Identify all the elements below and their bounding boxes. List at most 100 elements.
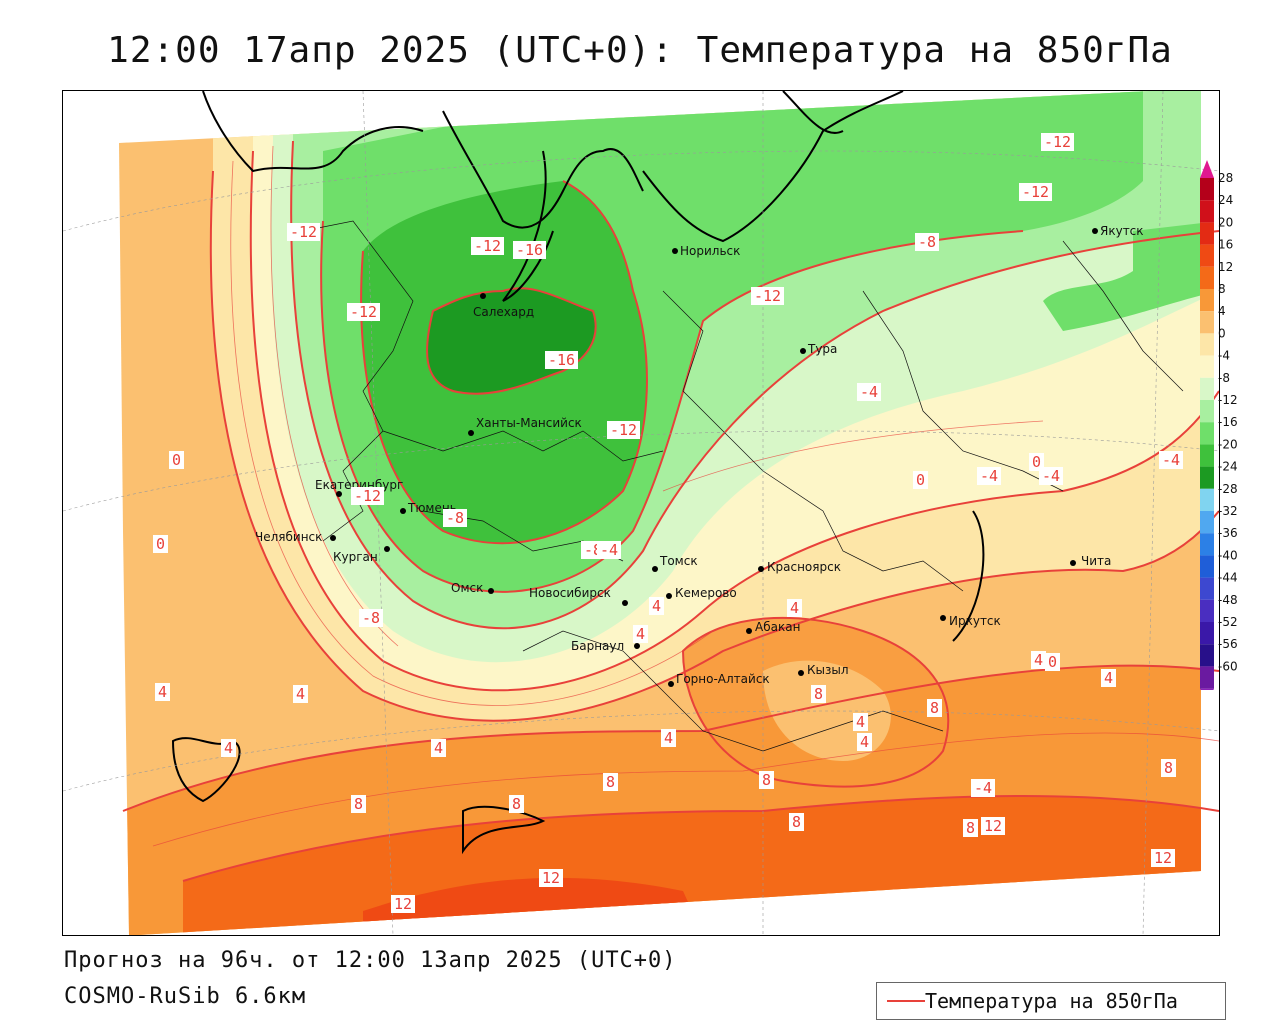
isotherm-minor <box>152 145 1219 847</box>
isotherm-value: -12 <box>287 223 320 241</box>
colorbar-swatch <box>1200 244 1214 267</box>
isotherm-label: 12 <box>984 817 1002 835</box>
coastlines <box>171 91 985 855</box>
isotherm-label: 4 <box>158 683 167 701</box>
graticule <box>63 91 1219 935</box>
isotherm-value: -16 <box>513 241 546 259</box>
isotherm-label: 4 <box>856 713 865 731</box>
map-title: 12:00 17апр 2025 (UTC+0): Температура на… <box>107 30 1173 71</box>
isotherm-value: 4 <box>633 625 648 643</box>
colorbar-tick-label: -48 <box>1218 593 1238 607</box>
city-markers: Норильск Якутск Салехард Тура Ханты-Манс… <box>255 224 1144 687</box>
isotherm-value: 0 <box>153 535 168 553</box>
isotherm-value: 0 <box>913 471 928 489</box>
svg-text:Красноярск: Красноярск <box>767 560 841 574</box>
city-gorno-altaysk: Горно-Алтайск <box>668 672 770 687</box>
isotherm-value: -4 <box>597 541 621 559</box>
isotherm-value: -12 <box>1041 133 1074 151</box>
colorbar-swatch <box>1200 400 1214 423</box>
svg-text:Томск: Томск <box>659 554 698 568</box>
city-norilsk: Норильск <box>672 244 740 258</box>
forecast-info: Прогноз на 96ч. от 12:00 13апр 2025 (UTC… <box>64 948 677 973</box>
colorbar-tick-label: -28 <box>1218 482 1238 496</box>
isotherm-label: -12 <box>754 287 781 305</box>
isotherm-value: 12 <box>539 869 563 887</box>
isotherm-label: -4 <box>1162 451 1180 469</box>
isotherm-label: -4 <box>1042 467 1060 485</box>
isotherm-label: 8 <box>606 773 615 791</box>
colorbar-swatch <box>1200 466 1214 489</box>
city-chelyabinsk: Челябинск <box>255 530 336 544</box>
colorbar-tick-label: 8 <box>1218 282 1226 296</box>
isotherm-value: 4 <box>787 599 802 617</box>
svg-text:Чита: Чита <box>1081 554 1111 568</box>
isotherm-label: -12 <box>474 237 501 255</box>
isotherm-value: -8 <box>359 609 383 627</box>
isotherm-lines <box>122 140 1219 882</box>
colorbar-tick-label: 24 <box>1218 193 1233 207</box>
colorbar-tick-label: -20 <box>1218 437 1238 451</box>
isotherm-value: 4 <box>1101 669 1116 687</box>
isotherm-value: 8 <box>603 773 618 791</box>
isotherm-value: -12 <box>1019 183 1052 201</box>
city-omsk: Омск <box>451 581 494 595</box>
city-tura: Тура <box>800 342 837 356</box>
isotherm-value: 4 <box>431 739 446 757</box>
isotherm-label: 0 <box>156 535 165 553</box>
isotherm-value: 8 <box>1161 759 1176 777</box>
isotherm-label: 4 <box>434 739 443 757</box>
isotherm-label: 4 <box>860 733 869 751</box>
isotherm-label: -12 <box>610 421 637 439</box>
city-kemerovo: Кемерово <box>666 586 737 600</box>
colorbar-tick-label: -4 <box>1218 349 1230 363</box>
isotherm-label: -4 <box>600 541 618 559</box>
isotherm-value: 4 <box>661 729 676 747</box>
colorbar-tick-label: 0 <box>1218 326 1226 340</box>
colorbar-tick-label: 20 <box>1218 215 1233 229</box>
isotherm-value: 4 <box>649 597 664 615</box>
isotherm-value: -4 <box>977 467 1001 485</box>
city-irkutsk: Иркутск <box>940 614 1001 628</box>
colorbar-tick-label: 4 <box>1218 304 1226 318</box>
isotherm-label: -4 <box>860 383 878 401</box>
isotherm-value: 0 <box>1045 653 1060 671</box>
isotherm-value: -4 <box>1159 451 1183 469</box>
isotherm-value: 4 <box>853 713 868 731</box>
isotherm-label: 4 <box>636 625 645 643</box>
svg-text:Новосибирск: Новосибирск <box>529 586 611 600</box>
isotherm-label: 12 <box>394 895 412 913</box>
svg-text:Якутск: Якутск <box>1100 224 1144 238</box>
colorbar-swatch <box>1200 266 1214 289</box>
isotherm-label: -12 <box>1044 133 1071 151</box>
isotherm-label: 8 <box>354 795 363 813</box>
isotherm-value: 4 <box>857 733 872 751</box>
isotherm-value: 8 <box>509 795 524 813</box>
model-name: COSMO-RuSib 6.6км <box>64 984 307 1009</box>
city-abakan: Абакан <box>746 620 800 634</box>
city-tomsk: Томск <box>652 554 698 572</box>
colorbar-swatch <box>1200 422 1214 445</box>
isotherm-value: -12 <box>751 287 784 305</box>
colorbar-tick-label: -52 <box>1218 615 1238 629</box>
colorbar-tick-label: 28 <box>1218 171 1233 185</box>
colorbar-swatch <box>1200 333 1214 356</box>
colorbar-swatch <box>1200 599 1214 622</box>
isotherm-label: 0 <box>1032 453 1041 471</box>
colorbar-swatch <box>1200 488 1214 511</box>
svg-text:Кемерово: Кемерово <box>675 586 737 600</box>
isotherm-value: -4 <box>971 779 995 797</box>
isotherm-label: 4 <box>296 685 305 703</box>
colorbar-swatch <box>1200 533 1214 556</box>
isotherm-label: 8 <box>930 699 939 717</box>
isotherm-value: 8 <box>351 795 366 813</box>
isotherm-label: 12 <box>1154 849 1172 867</box>
svg-text:Курган: Курган <box>333 550 378 564</box>
isotherm-value: -4 <box>857 383 881 401</box>
isotherm-label: 0 <box>1048 653 1057 671</box>
colorbar-tick-label: -16 <box>1218 415 1238 429</box>
city-krasnoyarsk: Красноярск <box>758 560 841 574</box>
isotherm-value: 8 <box>759 771 774 789</box>
colorbar-swatch <box>1200 178 1214 201</box>
isotherm-label: 4 <box>1034 651 1043 669</box>
isotherm-label: -12 <box>1022 183 1049 201</box>
